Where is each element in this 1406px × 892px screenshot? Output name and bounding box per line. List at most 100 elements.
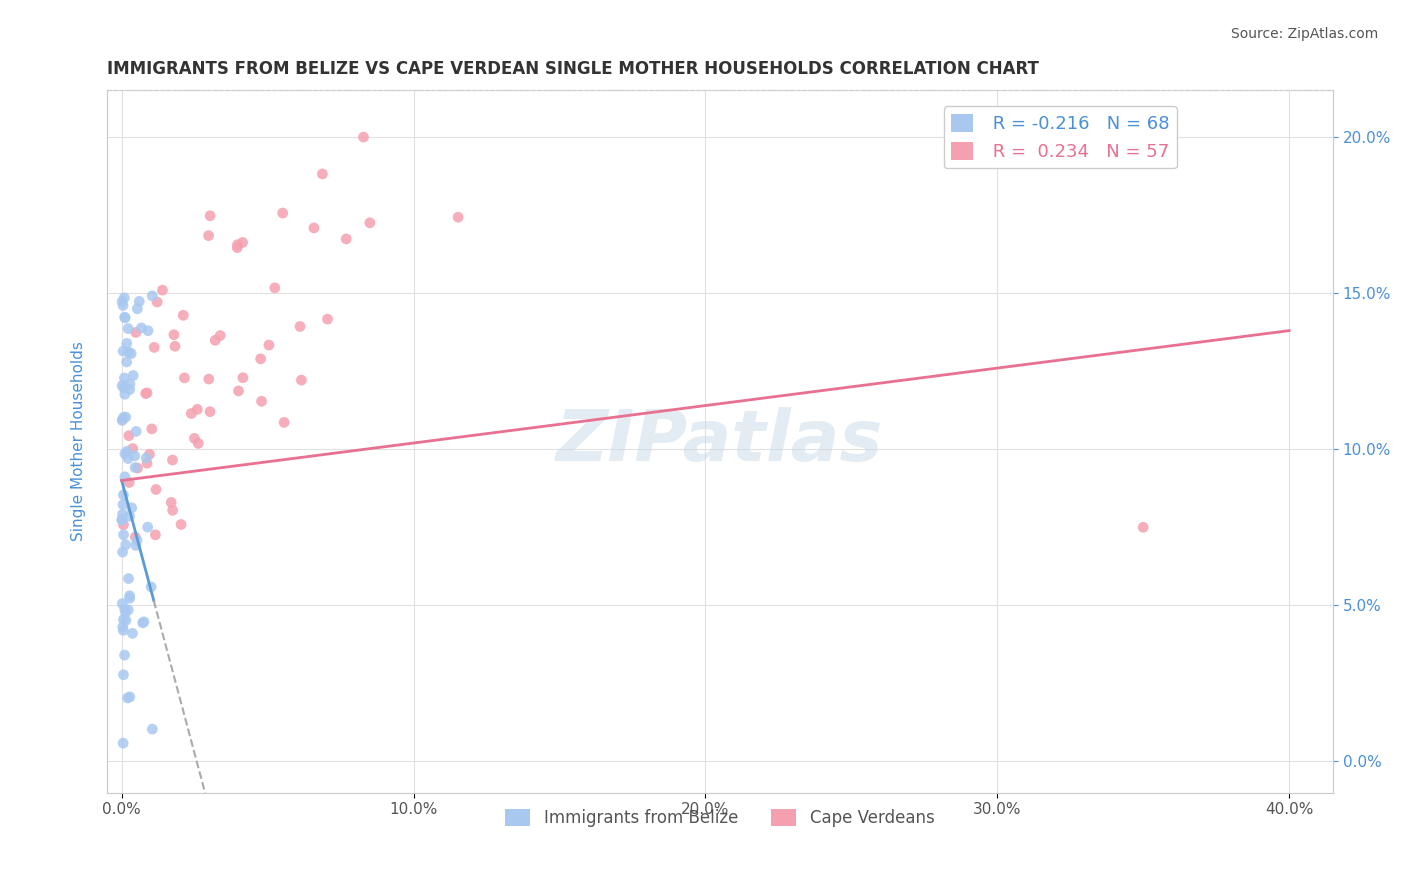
Point [125,326,148,340]
Point [335,232,357,246]
Point [114,371,136,385]
Point [136,520,159,534]
Point [290,373,312,387]
Point [111,545,134,559]
Point [127,461,149,475]
Point [117,321,139,335]
Point [173,371,195,385]
Point [111,298,134,312]
Point [118,383,141,397]
Point [111,620,134,634]
Point [152,283,174,297]
Point [226,237,249,252]
Point [187,436,209,450]
Point [122,368,145,383]
Point [209,328,232,343]
Point [204,334,226,348]
Point [112,410,135,425]
Point [117,451,139,466]
Point [112,624,135,638]
Point [183,431,205,445]
Point [131,321,153,335]
Point [162,453,184,467]
Point [111,513,134,527]
Point [124,530,146,544]
Point [250,394,273,409]
Point [170,517,193,532]
Point [198,404,221,418]
Point [117,690,139,705]
Point [353,130,375,145]
Point [111,294,134,309]
Point [136,324,159,338]
Point [111,378,134,392]
Text: ZIPatlas: ZIPatlas [557,407,884,476]
Legend: Immigrants from Belize, Cape Verdeans: Immigrants from Belize, Cape Verdeans [499,802,941,833]
Point [112,291,135,305]
Point [114,648,136,662]
Point [118,589,141,603]
Point [120,346,142,360]
Point [249,351,271,366]
Point [135,450,157,465]
Point [112,488,135,502]
Point [111,413,134,427]
Point [197,228,219,243]
Point [114,447,136,461]
Point [114,310,136,325]
Point [135,386,157,401]
Point [114,387,136,401]
Text: Source: ZipAtlas.com: Source: ZipAtlas.com [1230,27,1378,41]
Point [146,295,169,310]
Point [115,355,138,369]
Point [145,528,167,542]
Point [447,211,470,225]
Point [136,456,159,470]
Point [118,690,141,704]
Point [111,498,134,512]
Point [288,319,311,334]
Point [118,591,141,606]
Y-axis label: Single Mother Households: Single Mother Households [72,342,86,541]
Point [141,580,163,594]
Point [111,412,134,426]
Point [118,428,141,442]
Point [114,538,136,552]
Point [311,167,333,181]
Point [141,722,163,736]
Point [138,447,160,461]
Point [118,475,141,490]
Point [114,602,136,616]
Point [232,235,254,250]
Point [198,209,221,223]
Point [160,495,183,509]
Point [117,572,139,586]
Point [143,340,166,354]
Point [121,442,143,456]
Point [163,339,186,353]
Point [112,381,135,395]
Point [114,310,136,325]
Point [163,327,186,342]
Point [198,372,221,386]
Point [132,615,155,629]
Point [115,613,138,627]
Point [124,449,146,463]
Point [114,470,136,484]
Point [111,508,134,522]
Point [112,344,135,359]
Point [127,533,149,548]
Point [121,626,143,640]
Point [111,513,134,527]
Point [114,606,136,620]
Point [141,422,163,436]
Point [228,384,250,398]
Point [112,613,135,627]
Point [302,221,325,235]
Point [273,416,295,430]
Point [359,216,381,230]
Point [115,444,138,458]
Point [114,410,136,425]
Point [118,376,141,391]
Point [112,517,135,532]
